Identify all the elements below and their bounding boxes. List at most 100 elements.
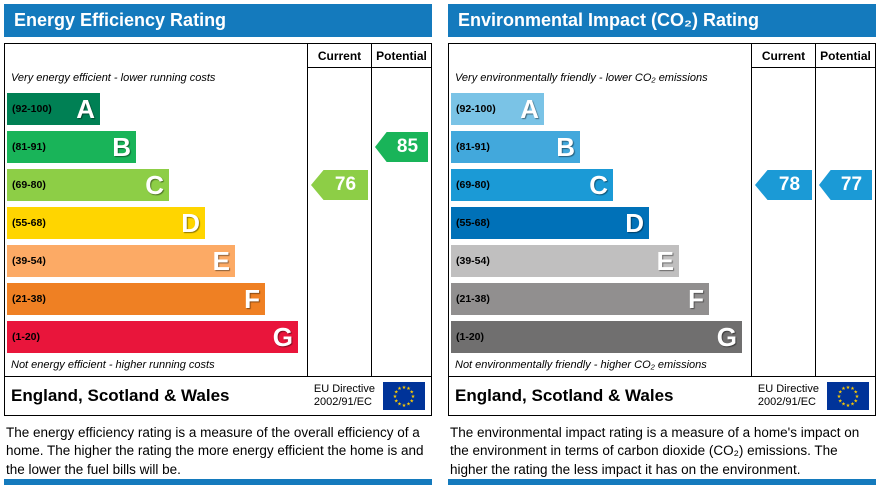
band-bar-c: (69-80) C	[451, 169, 613, 201]
band-bar-f: (21-38) F	[451, 283, 709, 315]
current-rating-value: 76	[334, 174, 357, 195]
svg-text:★: ★	[846, 385, 851, 391]
band-letter: D	[181, 208, 200, 238]
band-bar-d: (55-68) D	[7, 207, 205, 239]
svg-text:★: ★	[850, 402, 855, 408]
next-section-strip	[448, 479, 876, 486]
svg-text:★: ★	[397, 386, 402, 392]
band-row-g: (1-20) G	[7, 318, 307, 356]
region-label: England, Scotland & Wales	[455, 386, 674, 405]
band-row-e: (39-54) E	[451, 242, 751, 280]
band-letter: B	[112, 132, 131, 162]
energy-panel-title: Energy Efficiency Rating	[4, 4, 432, 37]
svg-text:★: ★	[838, 389, 843, 395]
band-range: (1-20)	[12, 331, 41, 343]
band-range: (21-38)	[456, 293, 490, 305]
svg-text:★: ★	[410, 398, 415, 404]
band-letter: B	[556, 132, 575, 162]
potential-rating-arrow: 85	[375, 132, 428, 162]
potential-rating-arrow: 77	[819, 170, 872, 200]
band-bar-c: (69-80) C	[7, 169, 169, 201]
band-row-c: (69-80) C	[7, 166, 307, 204]
energy-efficiency-panel: Energy Efficiency Rating Current Potenti…	[4, 4, 432, 486]
band-bar-b: (81-91) B	[451, 131, 580, 163]
current-rating-arrow: 78	[755, 170, 812, 200]
environmental-impact-panel: Environmental Impact (CO₂) Rating Curren…	[448, 4, 876, 486]
band-range: (55-68)	[456, 217, 490, 229]
band-row-f: (21-38) F	[7, 280, 307, 318]
svg-text:★: ★	[394, 389, 399, 395]
band-row-e: (39-54) E	[7, 242, 307, 280]
band-range: (69-80)	[12, 179, 46, 191]
band-bar-g: (1-20) G	[7, 321, 298, 353]
band-bar-a: (92-100) A	[7, 93, 100, 125]
band-row-a: (92-100) A	[7, 90, 307, 128]
eu-flag-icon: ★ ★★ ★★★ ★★★ ★★★	[383, 382, 425, 410]
note-bottom: Not environmentally friendly - higher CO…	[455, 359, 707, 371]
current-rating-arrow: 76	[311, 170, 368, 200]
svg-text:★: ★	[855, 394, 860, 400]
potential-column: 85	[371, 68, 431, 376]
environmental-chart-body: Very environmentally friendly - lower CO…	[449, 68, 875, 376]
svg-text:★: ★	[394, 398, 399, 404]
band-range: (92-100)	[456, 103, 496, 115]
band-range: (69-80)	[456, 179, 490, 191]
band-row-b: (81-91) B	[451, 128, 751, 166]
band-bar-d: (55-68) D	[451, 207, 649, 239]
svg-text:★: ★	[406, 402, 411, 408]
environmental-rating-box: Current Potential Very environmentally f…	[448, 43, 876, 416]
svg-text:★: ★	[402, 403, 407, 409]
current-rating-value: 78	[778, 174, 801, 195]
svg-text:★: ★	[410, 389, 415, 395]
svg-text:★: ★	[402, 385, 407, 391]
columns-header-spacer	[5, 44, 307, 68]
environmental-bands: Very environmentally friendly - lower CO…	[449, 68, 751, 376]
energy-columns-header: Current Potential	[5, 44, 431, 68]
environmental-columns-header: Current Potential	[449, 44, 875, 68]
note-top: Very environmentally friendly - lower CO…	[455, 72, 708, 84]
svg-text:★: ★	[411, 394, 416, 400]
svg-text:★: ★	[850, 386, 855, 392]
eu-directive-label: EU Directive 2002/91/EC	[313, 382, 375, 408]
environmental-footer: England, Scotland & Wales EU Directive 2…	[449, 376, 875, 415]
svg-text:★: ★	[837, 394, 842, 400]
band-range: (39-54)	[12, 255, 46, 267]
svg-text:★: ★	[397, 402, 402, 408]
eu-directive-label: EU Directive 2002/91/EC	[757, 382, 819, 408]
svg-text:★: ★	[393, 394, 398, 400]
band-range: (39-54)	[456, 255, 490, 267]
band-bar-g: (1-20) G	[451, 321, 742, 353]
svg-text:★: ★	[854, 389, 859, 395]
band-bar-e: (39-54) E	[7, 245, 235, 277]
current-column: 78	[751, 68, 815, 376]
potential-column-header: Potential	[815, 44, 875, 68]
band-range: (21-38)	[12, 293, 46, 305]
band-range: (81-91)	[12, 141, 46, 153]
potential-rating-value: 77	[840, 174, 863, 195]
band-letter: A	[76, 94, 95, 124]
region-label: England, Scotland & Wales	[11, 386, 230, 405]
environmental-description: The environmental impact rating is a mea…	[450, 425, 860, 477]
potential-column: 77	[815, 68, 875, 376]
svg-text:★: ★	[841, 402, 846, 408]
band-row-d: (55-68) D	[451, 204, 751, 242]
band-letter: F	[688, 284, 704, 314]
current-column-header: Current	[751, 44, 815, 68]
band-bar-b: (81-91) B	[7, 131, 136, 163]
svg-text:★: ★	[841, 386, 846, 392]
note-top: Very energy efficient - lower running co…	[11, 72, 216, 84]
band-range: (92-100)	[12, 103, 52, 115]
energy-footer: England, Scotland & Wales EU Directive 2…	[5, 376, 431, 415]
energy-chart-body: Very energy efficient - lower running co…	[5, 68, 431, 376]
eu-flag-icon: ★ ★★ ★★★ ★★★ ★★★	[827, 382, 869, 410]
band-bar-a: (92-100) A	[451, 93, 544, 125]
note-bottom: Not energy efficient - higher running co…	[11, 359, 215, 371]
band-range: (1-20)	[456, 331, 485, 343]
svg-text:★: ★	[854, 398, 859, 404]
energy-rating-box: Current Potential Very energy efficient …	[4, 43, 432, 416]
band-row-c: (69-80) C	[451, 166, 751, 204]
current-column-header: Current	[307, 44, 371, 68]
band-row-d: (55-68) D	[7, 204, 307, 242]
environmental-panel-title: Environmental Impact (CO₂) Rating	[448, 4, 876, 37]
